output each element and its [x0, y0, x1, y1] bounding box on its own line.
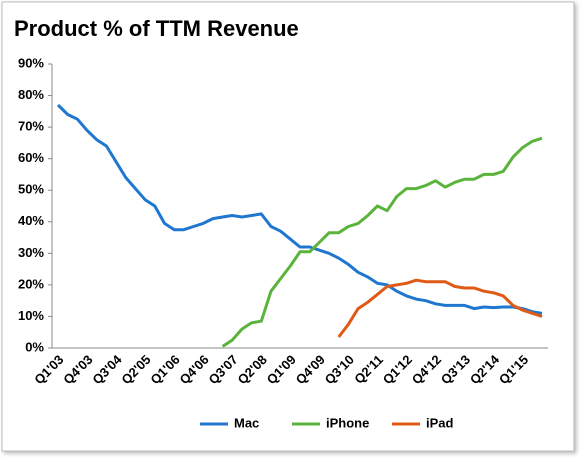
y-tick-label: 40%: [18, 213, 44, 228]
series-line: [221, 136, 543, 348]
series-line: [337, 278, 543, 338]
y-tick-label: 70%: [18, 119, 44, 134]
y-tick-label: 20%: [18, 276, 44, 291]
y-tick-label: 50%: [18, 182, 44, 197]
y-tick-label: 90%: [18, 55, 44, 70]
legend-label: iPhone: [326, 415, 369, 430]
legend-label: iPad: [426, 415, 454, 430]
y-tick-label: 0%: [25, 339, 44, 354]
y-tick-label: 10%: [18, 308, 44, 323]
frame: [1, 1, 575, 452]
y-tick-label: 80%: [18, 87, 44, 102]
chart-title: Product % of TTM Revenue: [14, 16, 299, 41]
series-line: [56, 103, 543, 315]
legend-label: Mac: [234, 415, 259, 430]
y-tick-label: 30%: [18, 245, 44, 260]
y-tick-label: 60%: [18, 150, 44, 165]
